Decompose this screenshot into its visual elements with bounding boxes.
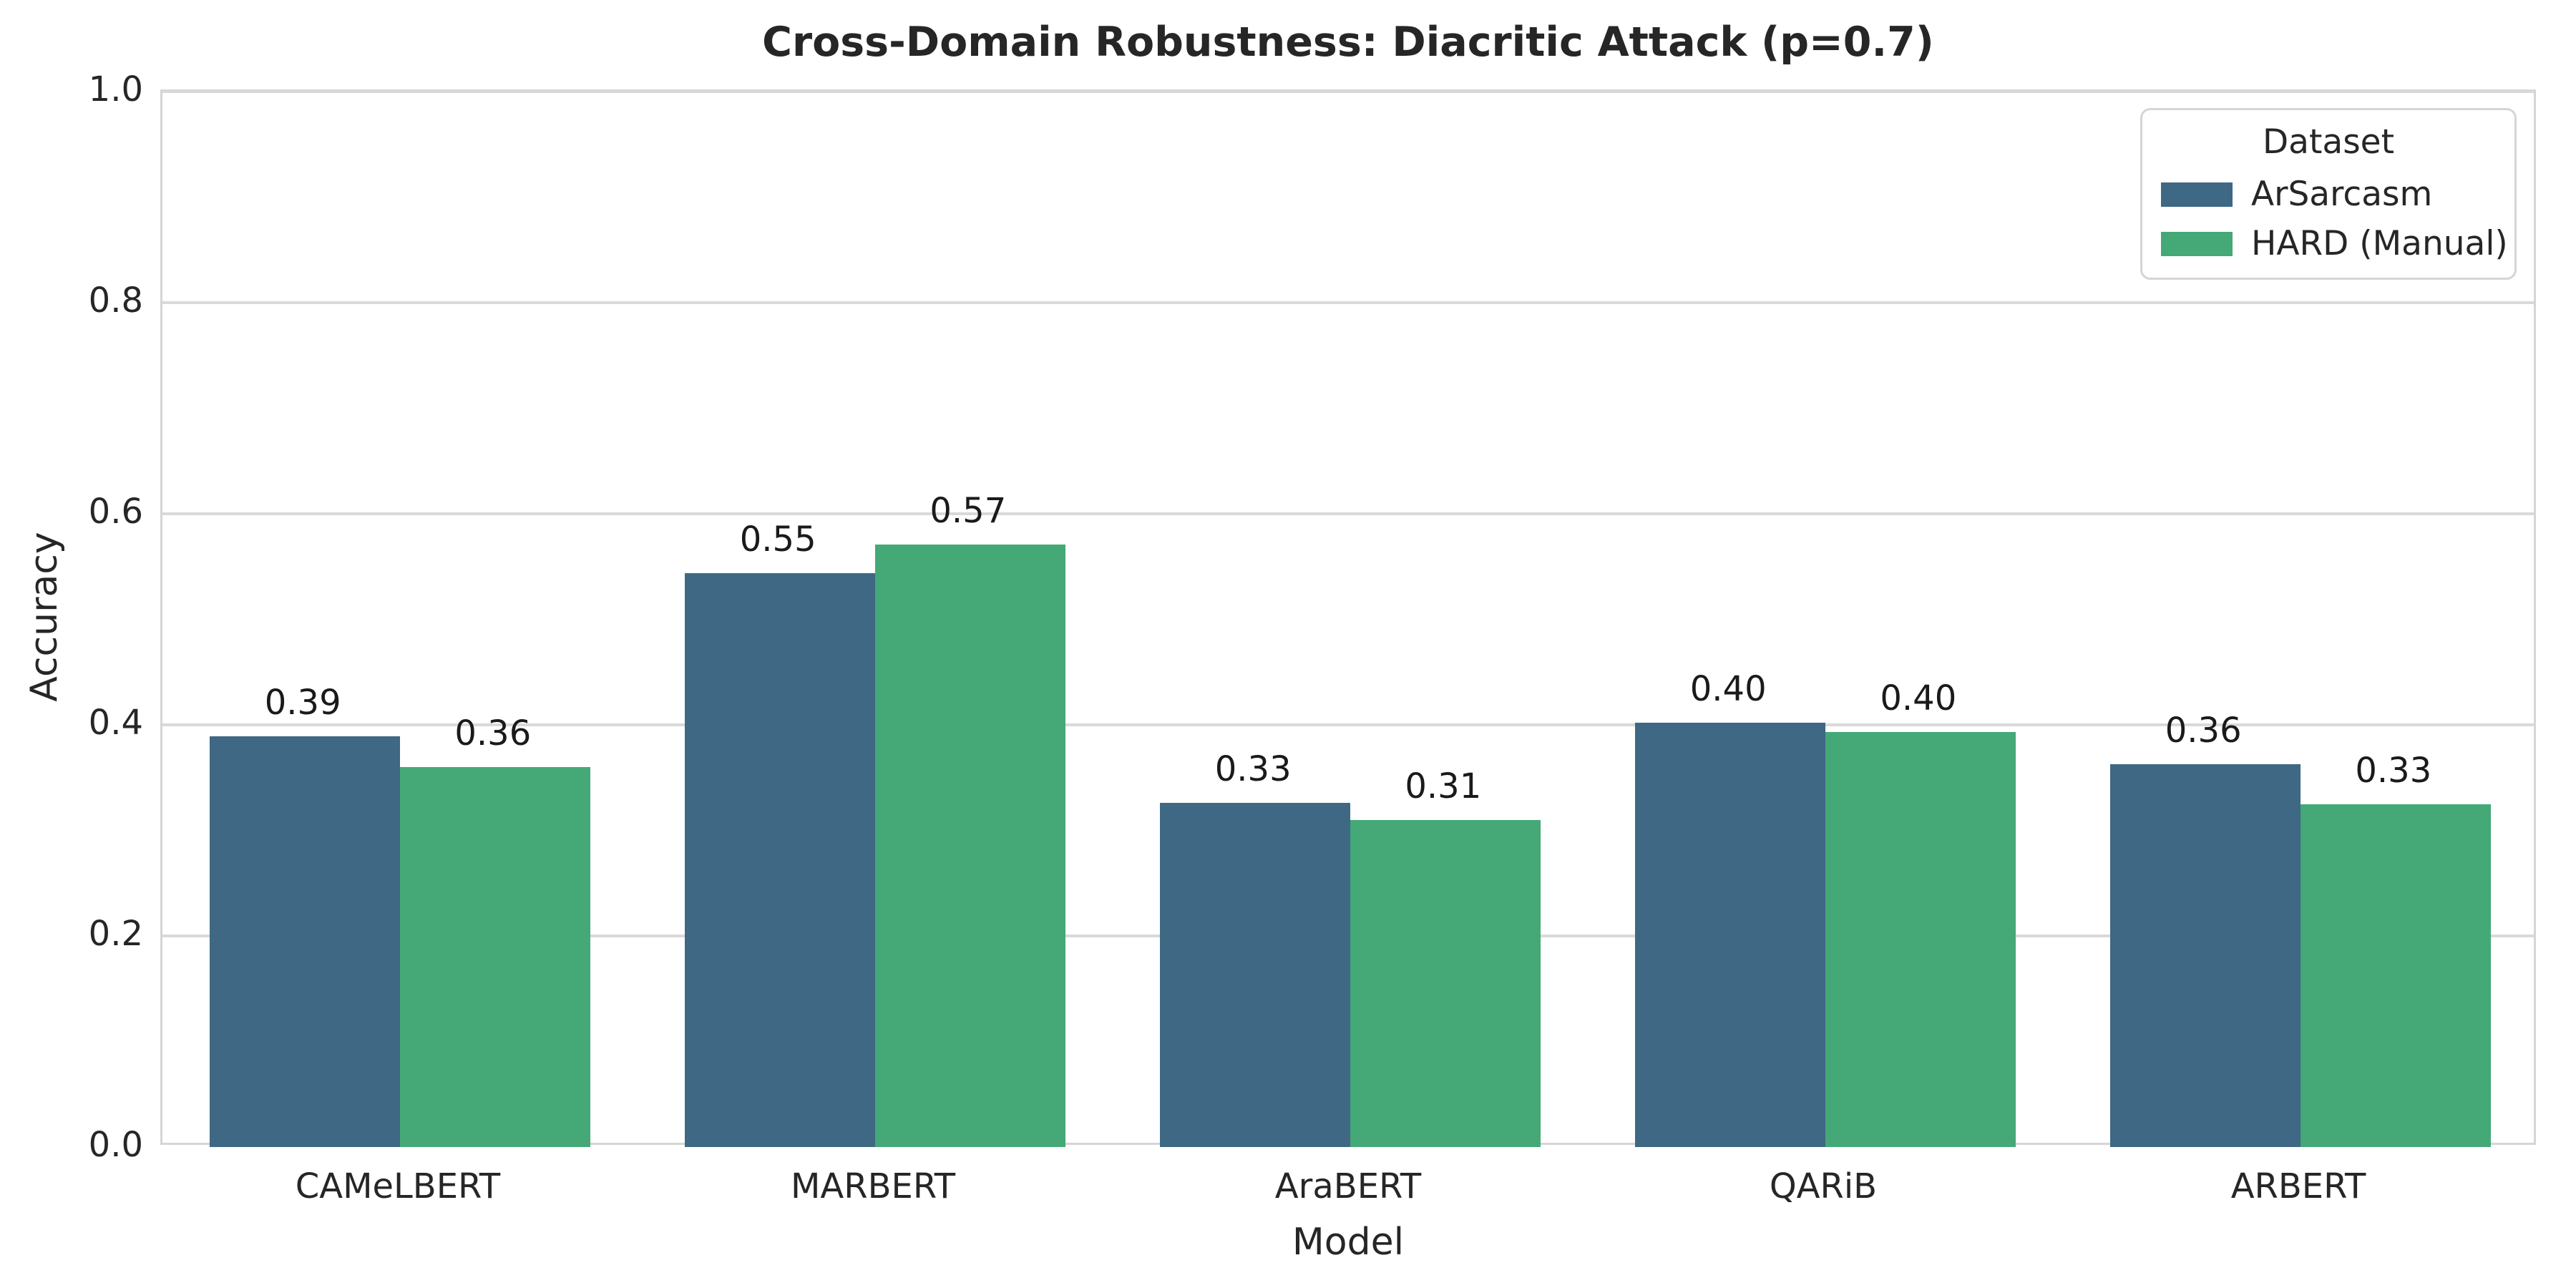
y-tick-label: 0.4 [88, 703, 143, 743]
bar-value-label: 0.36 [2165, 710, 2242, 751]
x-tick-label-AraBERT: AraBERT [1274, 1166, 1422, 1206]
legend-item-ArSarcasm: ArSarcasm [2161, 175, 2496, 214]
bar-CAMeLBERT-ArSarcasm [210, 736, 400, 1147]
bar-value-label: 0.33 [2355, 750, 2432, 791]
x-tick-label-CAMeLBERT: CAMeLBERT [295, 1166, 501, 1206]
bar-AraBERT-ArSarcasm [1160, 803, 1350, 1147]
bar-AraBERT-HARD (Manual) [1350, 819, 1541, 1147]
y-tick-label: 0.6 [88, 492, 143, 532]
bar-CAMeLBERT-HARD (Manual) [400, 767, 590, 1147]
bar-MARBERT-ArSarcasm [685, 572, 875, 1147]
bar-value-label: 0.36 [454, 713, 532, 753]
bar-QARiB-HARD (Manual) [1825, 732, 2016, 1147]
bar-value-label: 0.57 [930, 490, 1007, 531]
bar-QARiB-ArSarcasm [1635, 723, 1825, 1147]
legend-item-HARD (Manual): HARD (Manual) [2161, 224, 2508, 263]
legend-label: HARD (Manual) [2251, 224, 2508, 263]
bar-ARBERT-HARD (Manual) [2301, 804, 2491, 1147]
legend: Dataset ArSarcasm HARD (Manual) [2140, 108, 2517, 280]
gridline-y-1.0 [162, 90, 2534, 93]
legend-label: ArSarcasm [2251, 175, 2433, 214]
bar-ARBERT-ArSarcasm [2110, 763, 2301, 1147]
y-tick-label: 0.8 [88, 280, 143, 321]
y-tick-label: 0.0 [88, 1125, 143, 1165]
y-axis-label: Accuracy [23, 532, 66, 702]
bar-MARBERT-HARD (Manual) [875, 544, 1065, 1147]
legend-swatch [2161, 231, 2233, 256]
y-tick-label: 1.0 [88, 69, 143, 109]
y-tick-label: 0.2 [88, 914, 143, 954]
plot-area [160, 89, 2536, 1147]
bar-value-label: 0.33 [1214, 749, 1292, 790]
x-tick-label-QARiB: QARiB [1769, 1166, 1878, 1206]
bar-value-label: 0.40 [1689, 669, 1767, 710]
x-tick-label-ARBERT: ARBERT [2230, 1166, 2366, 1206]
legend-title: Dataset [2262, 122, 2395, 162]
bar-value-label: 0.55 [739, 519, 816, 560]
gridline-y-0.4 [162, 723, 2534, 726]
x-tick-label-MARBERT: MARBERT [790, 1166, 956, 1206]
bar-value-label: 0.40 [1880, 678, 1957, 719]
legend-swatch [2161, 182, 2233, 207]
chart-title: Cross-Domain Robustness: Diacritic Attac… [762, 19, 1934, 66]
gridline-y-0.8 [162, 301, 2534, 304]
bar-value-label: 0.31 [1405, 766, 1482, 806]
x-axis-label: Model [1292, 1221, 1405, 1264]
legend-items: ArSarcasm HARD (Manual) [2161, 175, 2508, 263]
bar-value-label: 0.39 [264, 683, 341, 723]
gridline-y-0.6 [162, 512, 2534, 515]
